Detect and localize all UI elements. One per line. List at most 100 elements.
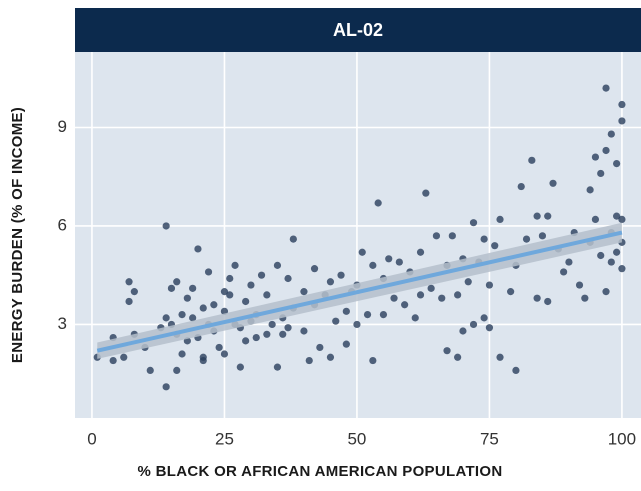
x-tick-label: 25	[215, 429, 234, 448]
point	[226, 291, 234, 299]
point	[485, 281, 494, 289]
point	[363, 311, 372, 319]
point	[257, 271, 266, 279]
point	[300, 288, 308, 296]
point	[464, 278, 472, 286]
point	[597, 251, 605, 260]
point	[544, 212, 552, 220]
point	[220, 288, 229, 296]
point	[549, 179, 557, 187]
point	[178, 311, 186, 319]
point	[522, 235, 531, 243]
point	[305, 356, 313, 365]
point	[454, 353, 462, 361]
point	[173, 278, 181, 286]
point	[353, 320, 361, 329]
point	[411, 314, 419, 322]
point	[263, 291, 271, 299]
point	[422, 189, 430, 197]
point	[438, 294, 446, 302]
point	[496, 215, 504, 224]
point	[326, 278, 335, 286]
point	[125, 297, 133, 306]
point	[533, 294, 541, 302]
point	[575, 281, 584, 289]
title-banner	[75, 8, 641, 52]
x-axis-label: % BLACK OR AFRICAN AMERICAN POPULATION	[138, 463, 503, 480]
point	[125, 278, 133, 286]
point	[448, 232, 456, 240]
point	[204, 268, 213, 276]
point	[469, 219, 478, 227]
point	[263, 330, 271, 338]
point	[602, 84, 610, 92]
x-tick-label: 50	[347, 429, 366, 448]
point	[390, 294, 398, 302]
point	[236, 363, 244, 371]
point	[602, 146, 610, 155]
point	[401, 301, 409, 309]
point	[173, 366, 181, 375]
point	[189, 284, 197, 292]
point	[167, 284, 176, 292]
point	[560, 268, 568, 276]
point	[289, 235, 297, 243]
point	[538, 232, 547, 240]
point	[507, 288, 515, 296]
point	[210, 301, 218, 309]
point	[512, 366, 520, 375]
plot	[75, 52, 641, 418]
x-tick-label: 0	[87, 429, 96, 448]
point	[591, 153, 600, 161]
point	[342, 340, 350, 348]
point	[252, 333, 260, 342]
point	[231, 261, 239, 269]
point	[337, 271, 345, 279]
point	[310, 265, 319, 273]
point	[316, 343, 324, 352]
point	[618, 215, 626, 224]
y-axis-label: ENERGY BURDEN (% OF INCOME)	[9, 107, 26, 363]
point	[242, 297, 250, 306]
point	[459, 327, 467, 335]
point	[300, 327, 308, 335]
point	[379, 311, 388, 319]
point	[602, 288, 610, 296]
point	[597, 169, 605, 178]
point	[146, 366, 154, 375]
point	[395, 258, 403, 266]
point	[220, 350, 229, 358]
plot-area	[75, 52, 641, 418]
point	[480, 314, 488, 322]
point	[544, 297, 552, 306]
point	[178, 350, 186, 358]
point	[130, 288, 138, 296]
point	[416, 248, 425, 256]
point	[279, 330, 287, 338]
point	[199, 304, 207, 312]
trend-line	[96, 230, 623, 353]
point	[454, 291, 462, 299]
point	[326, 353, 335, 361]
y-tick-label: 9	[58, 117, 67, 136]
point	[273, 261, 282, 269]
x-tick-label: 75	[480, 429, 499, 448]
point	[242, 337, 250, 345]
point	[581, 294, 589, 302]
point	[607, 130, 615, 138]
point	[528, 156, 536, 164]
point	[358, 248, 366, 256]
point	[226, 274, 234, 283]
point	[369, 261, 377, 269]
point	[284, 324, 292, 332]
point	[109, 356, 117, 365]
point	[199, 356, 207, 365]
point	[342, 307, 350, 315]
point	[247, 281, 255, 289]
point	[443, 347, 451, 355]
point	[369, 356, 377, 365]
point	[618, 265, 626, 273]
point	[284, 274, 292, 283]
point	[120, 353, 128, 361]
